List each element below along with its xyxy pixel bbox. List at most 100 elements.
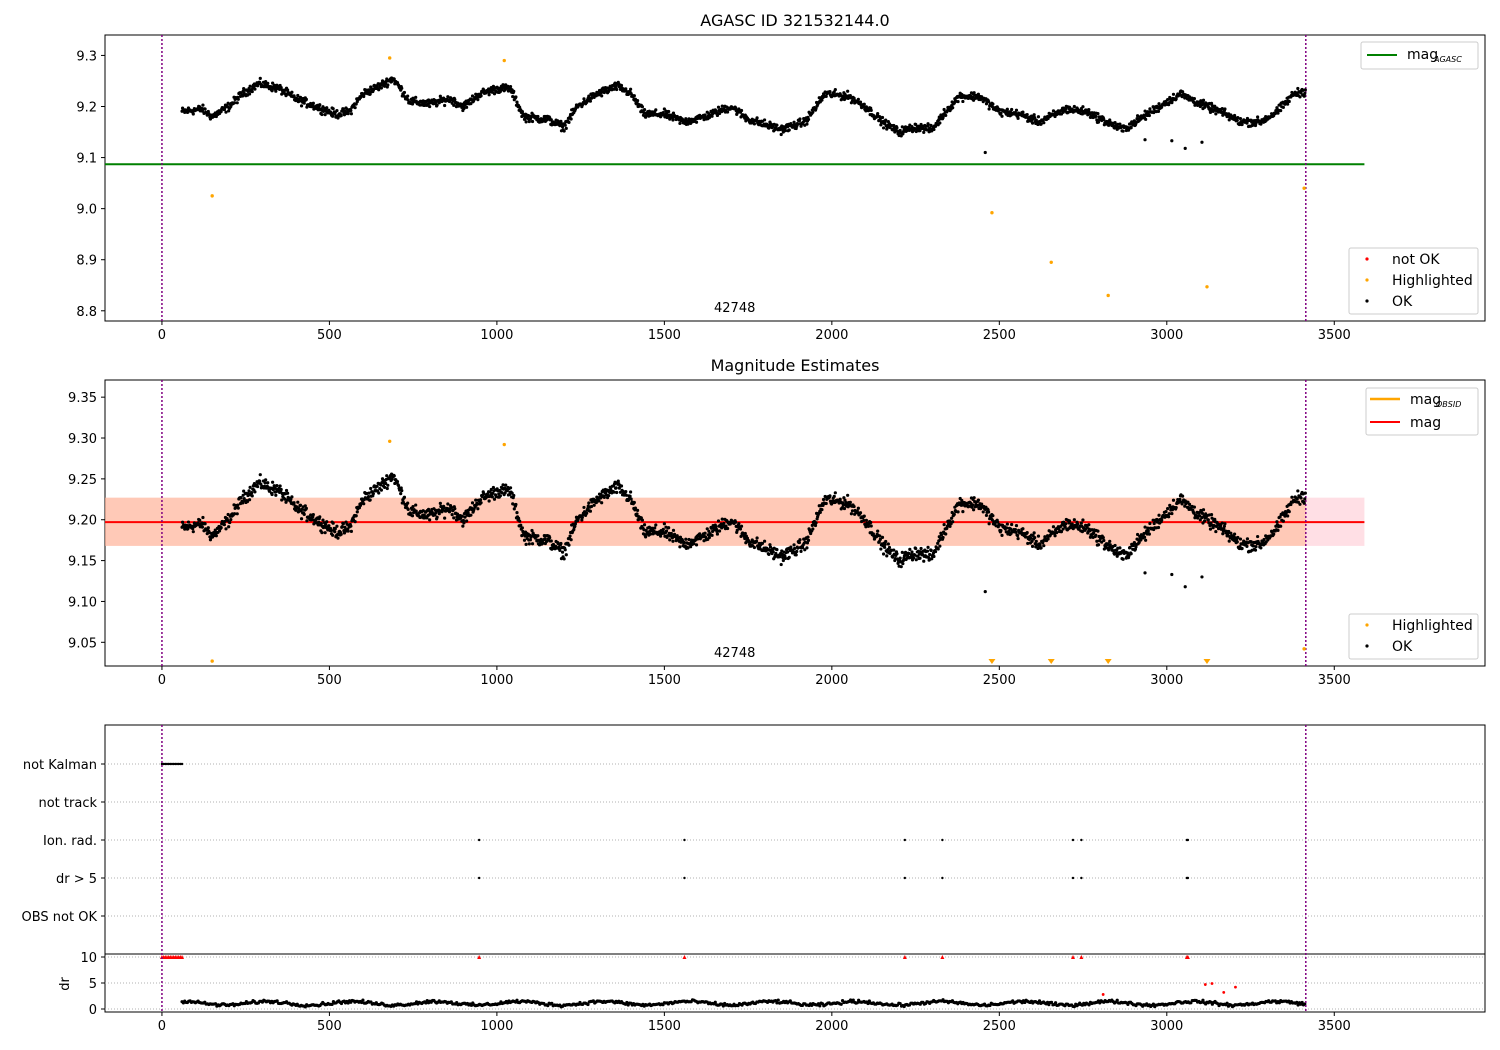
- ok-point: [349, 108, 353, 113]
- ok-point: [612, 490, 616, 494]
- ok-point: [414, 503, 418, 507]
- ok-point: [343, 525, 347, 529]
- ok-point: [560, 550, 565, 554]
- ok-point: [1221, 532, 1225, 536]
- ok-point: [589, 96, 594, 100]
- ok-point: [582, 505, 586, 510]
- ok-point: [615, 87, 619, 92]
- y-tick-label: 9.2: [76, 101, 97, 116]
- ok-point: [1302, 501, 1306, 505]
- ok-point: [717, 111, 722, 116]
- ok-point: [217, 529, 222, 533]
- dr-tick-label: 0: [89, 1003, 97, 1018]
- ok-point: [228, 520, 232, 525]
- ok-point: [410, 514, 415, 518]
- ok-point: [250, 494, 254, 498]
- ok-point: [783, 129, 788, 133]
- ok-point: [478, 498, 483, 502]
- ok-point: [629, 87, 633, 91]
- flag-row-label: dr > 5: [56, 872, 97, 887]
- ok-point: [991, 514, 995, 518]
- ok-point: [515, 100, 519, 104]
- ok-point: [1014, 523, 1019, 528]
- ok-point: [266, 81, 270, 85]
- ok-point: [884, 118, 888, 122]
- y-tick-label: 9.3: [76, 49, 97, 64]
- ok-point: [932, 554, 936, 559]
- ok-point: [814, 521, 818, 525]
- ok-point: [1148, 521, 1152, 526]
- ok-point: [428, 104, 432, 109]
- ok-point: [298, 95, 303, 99]
- ok-point: [250, 89, 254, 94]
- ok-point: [1113, 543, 1117, 548]
- ok-point: [806, 535, 810, 539]
- ok-point: [512, 89, 516, 93]
- ok-point: [971, 508, 976, 512]
- ok-point: [1096, 529, 1100, 533]
- ok-point: [983, 150, 987, 155]
- ok-point: [858, 511, 863, 515]
- flag-row-label: not track: [38, 796, 97, 811]
- ok-point: [186, 527, 190, 531]
- x-tick-label: 2500: [983, 673, 1016, 688]
- ok-point: [671, 539, 675, 543]
- ok-point: [961, 510, 965, 514]
- x-tick-label: 500: [317, 673, 342, 688]
- ok-point: [999, 111, 1003, 115]
- ok-point: [654, 523, 658, 527]
- ok-point: [1121, 557, 1125, 561]
- ok-point: [918, 128, 922, 133]
- ok-point: [309, 513, 313, 517]
- ok-point: [240, 501, 245, 505]
- ok-point: [514, 95, 518, 99]
- ok-point: [1026, 541, 1030, 546]
- ok-point: [229, 518, 233, 522]
- ok-point: [900, 125, 904, 129]
- x-tick-label: 3000: [1150, 328, 1183, 343]
- ok-point: [1030, 121, 1035, 125]
- ok-point: [734, 520, 738, 524]
- ok-point: [846, 89, 850, 93]
- ok-point: [1148, 107, 1152, 111]
- ok-point: [792, 122, 797, 127]
- ok-point: [1227, 539, 1231, 543]
- ok-point: [559, 119, 563, 123]
- ok-point: [787, 128, 791, 132]
- ok-point: [300, 507, 304, 511]
- y-tick-label: 8.8: [76, 305, 97, 320]
- ok-point: [353, 106, 357, 110]
- ok-point: [325, 520, 329, 524]
- ok-point: [453, 507, 457, 511]
- ok-point: [739, 108, 744, 113]
- ok-point: [224, 110, 228, 114]
- legend-mag-obsid-subscript: OBSID: [1436, 400, 1461, 409]
- ok-point: [379, 86, 384, 90]
- ok-point: [806, 538, 811, 543]
- ok-point: [879, 547, 883, 551]
- ok-point: [1087, 108, 1091, 112]
- ok-point: [1036, 534, 1041, 538]
- ok-point: [876, 529, 880, 533]
- legend-ok-marker: [1365, 299, 1369, 303]
- ok-point: [597, 499, 601, 503]
- ok-point: [1101, 535, 1105, 540]
- ok-point: [632, 94, 636, 98]
- ok-point: [414, 95, 418, 99]
- ok-point: [452, 516, 456, 520]
- ok-point: [716, 519, 721, 523]
- ok-point: [355, 510, 359, 514]
- dr-axis-label: dr: [58, 977, 73, 991]
- ok-point: [922, 130, 926, 135]
- ok-point: [899, 565, 903, 569]
- ok-point: [558, 548, 562, 552]
- ok-point: [886, 542, 890, 546]
- ok-point: [667, 526, 671, 530]
- ok-point: [869, 520, 873, 525]
- ok-point: [1146, 529, 1150, 533]
- legend-not-ok-label: not OK: [1392, 252, 1440, 268]
- flag-point: [1080, 876, 1083, 880]
- ok-point: [296, 93, 300, 98]
- ok-point: [325, 106, 329, 110]
- ok-point: [1102, 117, 1106, 122]
